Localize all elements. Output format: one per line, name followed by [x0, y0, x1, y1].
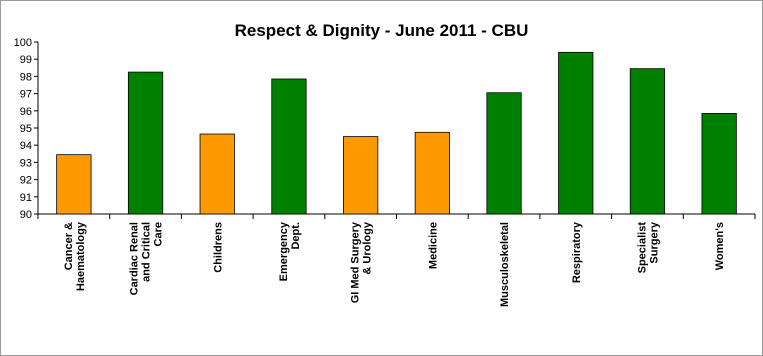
- bar: [414, 131, 450, 215]
- y-tick-label: 95: [20, 123, 32, 135]
- x-category-label-line: Cardiac Renal: [129, 222, 141, 295]
- x-category-label-line: Childrens: [212, 222, 224, 273]
- x-category-label: Women's: [714, 222, 726, 270]
- y-tick-label: 93: [20, 157, 32, 169]
- x-category-label: Cancer & Haematology: [63, 221, 87, 291]
- x-category-label-line: and Critical: [141, 222, 153, 282]
- x-category-label-line: GI Med Surgery: [350, 221, 362, 303]
- x-category-label-line: Emergency: [278, 221, 290, 281]
- bar: [199, 133, 235, 215]
- y-tick-label: 90: [20, 209, 32, 221]
- x-category-label-line: Dept.: [290, 222, 302, 250]
- x-category-label-line: Cancer &: [63, 222, 75, 270]
- x-category-label-line: Haematology: [75, 221, 87, 291]
- y-tick-label: 98: [20, 71, 32, 83]
- bar: [558, 51, 594, 215]
- bar: [629, 68, 666, 215]
- bar: [343, 136, 379, 215]
- bar: [127, 71, 164, 215]
- x-category-label: Respiratory: [571, 221, 583, 283]
- x-category-label-line: Respiratory: [571, 221, 583, 283]
- x-category-label-line: Specialist: [636, 222, 648, 274]
- x-category-label-line: & Urology: [362, 221, 374, 274]
- y-tick-label: 92: [20, 175, 32, 187]
- x-category-label: GI Med Surgery & Urology: [350, 221, 374, 303]
- y-tick-label: 100: [14, 37, 32, 49]
- x-category-label-line: Musculoskeletal: [499, 222, 511, 307]
- y-tick-label: 96: [20, 106, 32, 118]
- y-tick-label: 97: [20, 89, 32, 101]
- x-category-label-line: Medicine: [427, 222, 439, 269]
- chart-title: Respect & Dignity - June 2011 - CBU: [234, 21, 529, 40]
- x-category-label: Emergency Dept.: [278, 221, 302, 281]
- y-tick-label: 99: [20, 54, 32, 66]
- x-category-label: Cardiac Renal and Critical Care: [129, 222, 165, 295]
- y-tick-label: 91: [20, 192, 32, 204]
- x-category-label-line: Care: [153, 222, 165, 246]
- bar: [486, 92, 522, 215]
- bar: [271, 78, 307, 215]
- bar: [56, 154, 92, 215]
- x-category-label: Childrens: [212, 222, 224, 273]
- bar: [701, 112, 737, 215]
- x-category-label-line: Women's: [714, 222, 726, 270]
- x-category-label: Medicine: [427, 222, 439, 269]
- x-category-label-line: Surgery: [648, 221, 660, 263]
- x-category-label: Musculoskeletal: [499, 222, 511, 307]
- x-category-label: Specialist Surgery: [636, 221, 660, 273]
- y-tick-label: 94: [20, 140, 32, 152]
